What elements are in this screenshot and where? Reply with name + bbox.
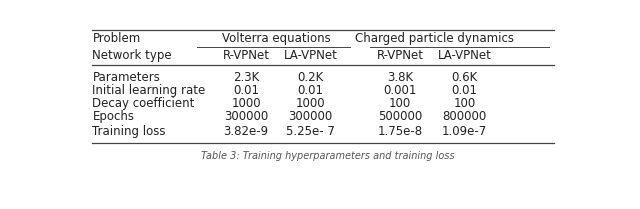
Text: 1000: 1000 — [296, 97, 326, 110]
Text: 0.01: 0.01 — [451, 84, 477, 97]
Text: Parameters: Parameters — [92, 71, 160, 84]
Text: R-VPNet: R-VPNet — [376, 49, 424, 62]
Text: 100: 100 — [388, 97, 411, 110]
Text: 300000: 300000 — [224, 110, 268, 123]
Text: 3.8K: 3.8K — [387, 71, 413, 84]
Text: 1.09e-7: 1.09e-7 — [442, 125, 487, 138]
Text: 5.25e- 7: 5.25e- 7 — [286, 125, 335, 138]
Text: 800000: 800000 — [442, 110, 486, 123]
Text: 0.01: 0.01 — [233, 84, 259, 97]
Text: 1000: 1000 — [231, 97, 261, 110]
Text: LA-VPNet: LA-VPNet — [438, 49, 492, 62]
Text: LA-VPNet: LA-VPNet — [284, 49, 337, 62]
Text: 2.3K: 2.3K — [233, 71, 259, 84]
Text: 0.6K: 0.6K — [451, 71, 477, 84]
Text: Training loss: Training loss — [92, 125, 166, 138]
Text: 500000: 500000 — [378, 110, 422, 123]
Text: 100: 100 — [453, 97, 476, 110]
Text: Network type: Network type — [92, 49, 172, 62]
Text: Problem: Problem — [92, 32, 141, 45]
Text: 0.01: 0.01 — [298, 84, 324, 97]
Text: 0.2K: 0.2K — [298, 71, 324, 84]
Text: Charged particle dynamics: Charged particle dynamics — [355, 32, 514, 45]
Text: 0.001: 0.001 — [383, 84, 417, 97]
Text: Table 3: Training hyperparameters and training loss: Table 3: Training hyperparameters and tr… — [201, 151, 455, 161]
Text: 3.82e-9: 3.82e-9 — [223, 125, 269, 138]
Text: 300000: 300000 — [289, 110, 333, 123]
Text: Initial learning rate: Initial learning rate — [92, 84, 205, 97]
Text: Decay coefficient: Decay coefficient — [92, 97, 195, 110]
Text: Epochs: Epochs — [92, 110, 134, 123]
Text: Volterra equations: Volterra equations — [221, 32, 330, 45]
Text: R-VPNet: R-VPNet — [223, 49, 269, 62]
Text: 1.75e-8: 1.75e-8 — [378, 125, 422, 138]
